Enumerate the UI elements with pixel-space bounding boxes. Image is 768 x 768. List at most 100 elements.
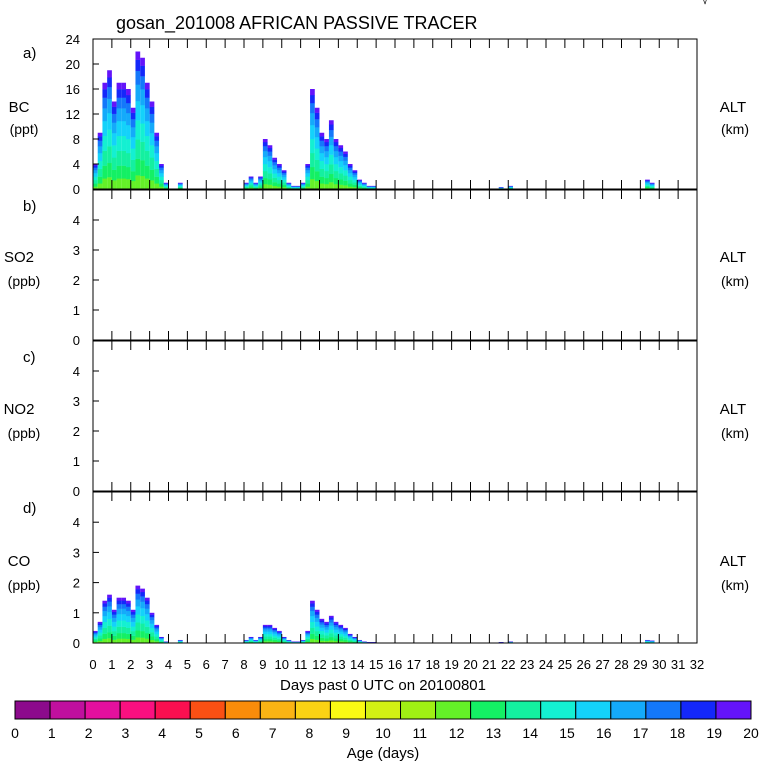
data-bar-co xyxy=(144,608,150,615)
data-bar-bc xyxy=(352,172,358,175)
data-bar-co xyxy=(102,627,108,634)
colorbar-swatch xyxy=(329,700,366,720)
data-bar-co xyxy=(248,636,254,638)
data-bar-co xyxy=(130,611,136,615)
data-bar-co xyxy=(102,600,108,604)
data-bar-co xyxy=(154,639,160,642)
data-bar-bc xyxy=(149,133,155,146)
data-bar-bc xyxy=(126,95,131,104)
data-bar-co xyxy=(645,641,650,643)
data-bar-bc xyxy=(343,175,348,181)
data-bar-bc xyxy=(267,173,273,180)
data-bar-co xyxy=(645,640,650,642)
data-bar-co xyxy=(144,638,150,644)
data-bar-co xyxy=(154,636,160,640)
data-bar-bc xyxy=(305,167,311,171)
data-bar-bc xyxy=(262,139,268,143)
data-bar-bc xyxy=(305,183,311,187)
x-tick-label: 7 xyxy=(222,657,229,672)
data-bar-co xyxy=(130,635,136,640)
data-bar-co xyxy=(310,633,315,639)
data-bar-co xyxy=(319,618,325,621)
data-bar-bc xyxy=(272,169,278,174)
data-bar-co xyxy=(244,641,249,642)
data-bar-co xyxy=(319,624,325,628)
data-bar-co xyxy=(258,637,263,638)
data-bar-bc xyxy=(149,106,155,114)
data-bar-bc xyxy=(300,186,306,188)
data-bar-bc xyxy=(347,183,353,187)
data-bar-bc xyxy=(244,183,249,185)
data-bar-co xyxy=(333,624,339,628)
data-bar-bc xyxy=(645,180,650,183)
panel-label: c) xyxy=(23,349,36,366)
data-bar-co xyxy=(305,638,311,641)
colorbar-swatch xyxy=(400,700,437,720)
data-bar-bc xyxy=(121,121,127,137)
data-bar-co xyxy=(338,625,344,628)
data-bar-bc xyxy=(97,146,103,154)
colorbar-tick-label: 16 xyxy=(596,725,612,741)
data-bar-bc xyxy=(357,181,362,184)
data-bar-co xyxy=(93,640,98,642)
data-bar-bc xyxy=(361,182,367,184)
data-bar-co xyxy=(107,625,112,633)
data-bar-co xyxy=(338,639,344,642)
data-bar-bc xyxy=(371,187,377,188)
data-bar-co xyxy=(300,641,306,642)
data-bar-bc xyxy=(163,187,169,189)
unit-label: (ppb) xyxy=(8,425,41,441)
data-bar-co xyxy=(177,641,183,642)
data-bar-bc xyxy=(328,182,334,190)
data-bar-co xyxy=(140,596,145,602)
plot-frame xyxy=(92,491,698,644)
colorbar-swatch xyxy=(259,700,296,720)
data-bar-bc xyxy=(366,186,372,187)
data-bar-bc xyxy=(319,140,325,147)
data-bar-bc xyxy=(121,150,127,166)
data-bar-bc xyxy=(258,178,263,180)
data-bar-bc xyxy=(149,157,155,170)
data-bar-bc xyxy=(163,184,169,186)
data-bar-bc xyxy=(310,167,315,180)
data-bar-bc xyxy=(121,108,127,122)
colorbar-tick-label: 9 xyxy=(342,725,350,741)
plot-frame xyxy=(92,340,698,492)
data-bar-co xyxy=(97,621,103,624)
y-tick-label: 12 xyxy=(66,107,80,122)
data-bar-co xyxy=(343,637,348,640)
data-bar-bc xyxy=(649,187,655,189)
data-bar-co xyxy=(281,639,287,641)
colorbar-tick-label: 13 xyxy=(486,725,502,741)
data-bar-co xyxy=(262,627,268,630)
y-tick-label: 8 xyxy=(73,132,80,147)
y-tick-label: 0 xyxy=(73,484,80,499)
data-bar-bc xyxy=(107,129,112,147)
data-bar-bc xyxy=(328,124,334,131)
data-bar-co xyxy=(338,631,344,635)
data-bar-bc xyxy=(319,160,325,169)
data-bar-co xyxy=(130,639,136,644)
data-bar-bc xyxy=(338,161,344,168)
data-bar-co xyxy=(140,615,145,624)
data-bar-bc xyxy=(361,184,367,186)
data-bar-bc xyxy=(93,164,98,166)
data-bar-co xyxy=(324,629,329,633)
data-bar-bc xyxy=(281,174,287,178)
data-bar-bc xyxy=(352,177,358,180)
data-bar-co xyxy=(277,635,282,638)
y-tick-label: 4 xyxy=(73,364,80,379)
data-bar-co xyxy=(286,640,292,641)
data-bar-bc xyxy=(93,180,98,184)
data-bar-bc xyxy=(295,187,301,188)
data-bar-co xyxy=(300,640,306,642)
data-bar-bc xyxy=(314,127,320,138)
data-bar-co xyxy=(111,614,117,618)
data-bar-bc xyxy=(295,186,301,187)
data-bar-co xyxy=(324,621,329,624)
data-bar-co xyxy=(262,636,268,640)
right-alt-label: ALT xyxy=(720,553,746,570)
data-bar-co xyxy=(310,606,315,612)
data-bar-co xyxy=(267,633,273,637)
data-bar-co xyxy=(305,632,311,635)
